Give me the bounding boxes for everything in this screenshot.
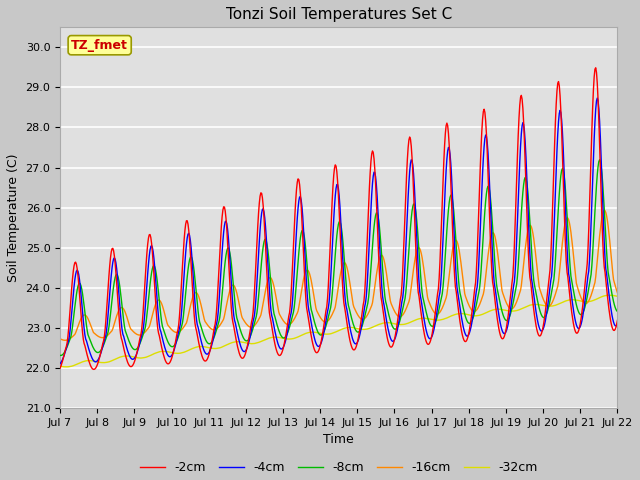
-4cm bbox=[210, 335, 218, 341]
-2cm bbox=[90, 367, 97, 372]
-16cm bbox=[424, 294, 431, 300]
-4cm bbox=[614, 321, 621, 327]
-32cm bbox=[211, 346, 218, 351]
-4cm bbox=[124, 348, 131, 353]
-8cm bbox=[408, 216, 415, 221]
-8cm bbox=[181, 299, 189, 304]
-2cm bbox=[124, 361, 132, 367]
-8cm bbox=[596, 157, 604, 163]
-8cm bbox=[56, 352, 64, 358]
X-axis label: Time: Time bbox=[323, 433, 354, 446]
Line: -32cm: -32cm bbox=[60, 295, 618, 367]
-16cm bbox=[124, 319, 132, 324]
-4cm bbox=[180, 272, 188, 277]
-32cm bbox=[56, 363, 64, 369]
-4cm bbox=[593, 95, 601, 101]
-2cm bbox=[408, 143, 415, 149]
-32cm bbox=[606, 292, 614, 298]
-8cm bbox=[614, 309, 621, 314]
-8cm bbox=[424, 314, 431, 320]
-2cm bbox=[56, 365, 64, 371]
-8cm bbox=[67, 334, 75, 339]
-2cm bbox=[181, 228, 189, 233]
Title: Tonzi Soil Temperatures Set C: Tonzi Soil Temperatures Set C bbox=[226, 7, 452, 22]
-32cm bbox=[124, 353, 132, 359]
-2cm bbox=[614, 317, 621, 323]
-2cm bbox=[211, 324, 218, 330]
Legend: -2cm, -4cm, -8cm, -16cm, -32cm: -2cm, -4cm, -8cm, -16cm, -32cm bbox=[134, 456, 543, 479]
Line: -16cm: -16cm bbox=[60, 210, 618, 340]
-4cm bbox=[56, 360, 64, 366]
-2cm bbox=[67, 306, 74, 312]
-32cm bbox=[424, 316, 431, 322]
-8cm bbox=[57, 352, 65, 358]
-32cm bbox=[614, 293, 621, 299]
-16cm bbox=[408, 284, 415, 290]
Text: TZ_fmet: TZ_fmet bbox=[71, 39, 128, 52]
Line: -2cm: -2cm bbox=[60, 68, 618, 370]
-16cm bbox=[61, 337, 68, 343]
-16cm bbox=[56, 336, 64, 342]
-2cm bbox=[592, 65, 600, 71]
-32cm bbox=[67, 363, 75, 369]
-16cm bbox=[181, 323, 189, 328]
-8cm bbox=[124, 336, 132, 342]
-8cm bbox=[211, 334, 218, 339]
Line: -8cm: -8cm bbox=[60, 160, 618, 355]
-16cm bbox=[600, 207, 608, 213]
-16cm bbox=[614, 290, 621, 296]
Line: -4cm: -4cm bbox=[60, 98, 618, 363]
Y-axis label: Soil Temperature (C): Soil Temperature (C) bbox=[7, 154, 20, 282]
-4cm bbox=[406, 161, 414, 167]
-2cm bbox=[424, 341, 431, 347]
-32cm bbox=[181, 349, 189, 355]
-4cm bbox=[423, 330, 431, 336]
-32cm bbox=[408, 319, 415, 325]
-16cm bbox=[67, 335, 75, 341]
-32cm bbox=[63, 364, 70, 370]
-16cm bbox=[211, 327, 218, 333]
-4cm bbox=[67, 326, 74, 332]
